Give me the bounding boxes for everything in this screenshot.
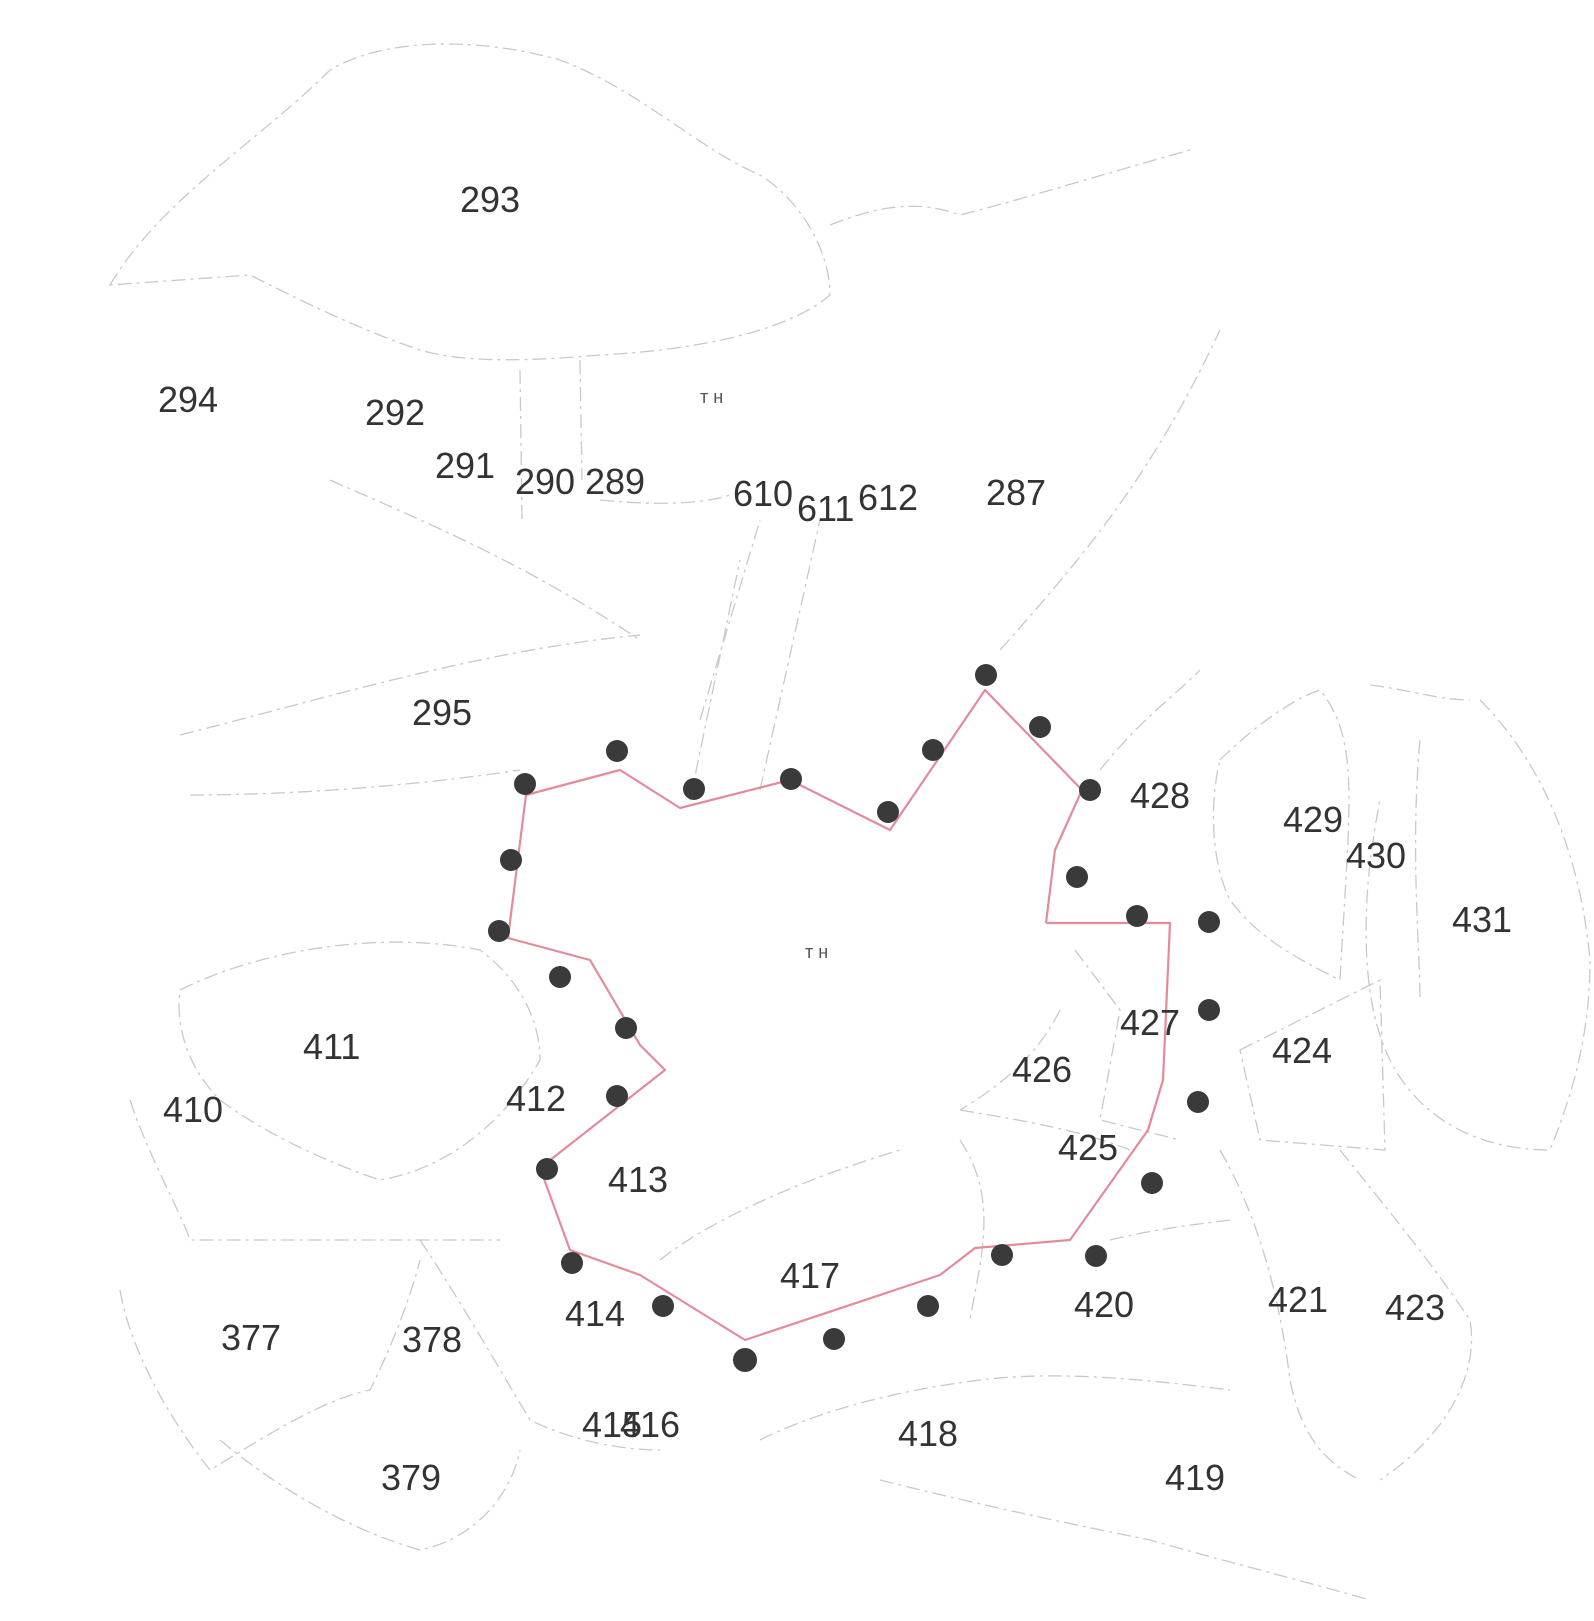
- parcel-line-290: [519, 359, 583, 521]
- parcel-labels: 293 294 292 291 290 289 610 611 612 287 …: [158, 179, 1512, 1498]
- parcel-label-431[interactable]: 431: [1452, 899, 1512, 940]
- vertex[interactable]: [652, 1295, 674, 1317]
- parcel-label-378[interactable]: 378: [402, 1319, 462, 1360]
- parcel-label-417[interactable]: 417: [780, 1255, 840, 1296]
- vertex[interactable]: [877, 801, 899, 823]
- vertex[interactable]: [536, 1158, 558, 1180]
- parcel-label-293[interactable]: 293: [460, 179, 520, 220]
- parcel-line-417: [659, 1139, 985, 1321]
- parcel-line-420: [1109, 1219, 1231, 1241]
- parcel-line-377: [119, 1259, 421, 1471]
- parcel-label-428[interactable]: 428: [1130, 775, 1190, 816]
- parcel-label-420[interactable]: 420: [1074, 1284, 1134, 1325]
- parcel-line-418: [759, 1375, 1231, 1441]
- vertex[interactable]: [1198, 911, 1220, 933]
- parcel-line-421: [1219, 1149, 1361, 1481]
- parcel-label-412[interactable]: 412: [506, 1078, 566, 1119]
- vertex[interactable]: [1198, 999, 1220, 1021]
- vertex[interactable]: [561, 1252, 583, 1274]
- parcel-410-outline: [129, 1099, 500, 1241]
- parcel-line-378: [419, 1239, 661, 1451]
- survey-markers: т н т н: [700, 387, 828, 962]
- parcel-label-610[interactable]: 610: [733, 473, 793, 514]
- vertex[interactable]: [780, 768, 802, 790]
- parcel-label-611[interactable]: 611: [797, 488, 854, 529]
- parcel-line-292: [329, 479, 641, 641]
- vertex[interactable]: [488, 920, 510, 942]
- parcel-label-294[interactable]: 294: [158, 379, 218, 420]
- parcel-line-419: [879, 1479, 1371, 1601]
- parcel-label-419[interactable]: 419: [1165, 1457, 1225, 1498]
- parcel-label-410[interactable]: 410: [163, 1089, 223, 1130]
- parcel-line-428: [1099, 669, 1201, 771]
- parcel-line-289: [599, 494, 731, 504]
- parcel-label-289[interactable]: 289: [585, 461, 645, 502]
- parcel-427-outline: [1074, 949, 1181, 1141]
- parcel-293-outline: [108, 43, 831, 361]
- vertex[interactable]: [1029, 716, 1051, 738]
- vertex[interactable]: [823, 1328, 845, 1350]
- parcel-line-610: [689, 519, 821, 801]
- parcel-label-418[interactable]: 418: [898, 1413, 958, 1454]
- parcel-label-290[interactable]: 290: [515, 461, 575, 502]
- vertex[interactable]: [1066, 866, 1088, 888]
- vertex[interactable]: [606, 1085, 628, 1107]
- parcel-label-414[interactable]: 414: [565, 1293, 625, 1334]
- vertex[interactable]: [917, 1295, 939, 1317]
- selected-parcel-boundary[interactable]: [506, 688, 1172, 1342]
- parcel-label-413[interactable]: 413: [608, 1159, 668, 1200]
- vertex[interactable]: [922, 739, 944, 761]
- parcel-label-426[interactable]: 426: [1012, 1049, 1072, 1090]
- parcel-boundaries: [108, 43, 1591, 1601]
- vertex[interactable]: [733, 1348, 757, 1372]
- parcel-label-612[interactable]: 612: [858, 477, 918, 518]
- vertex[interactable]: [1079, 779, 1101, 801]
- parcel-line-top-right: [829, 149, 1191, 226]
- parcel-label-429[interactable]: 429: [1283, 799, 1343, 840]
- parcel-label-287[interactable]: 287: [986, 472, 1046, 513]
- parcel-line-295: [179, 634, 641, 796]
- parcel-411-outline: [178, 941, 541, 1181]
- parcel-424-outline: [1239, 978, 1386, 1151]
- vertex[interactable]: [549, 966, 571, 988]
- vertex[interactable]: [683, 778, 705, 800]
- vertex[interactable]: [606, 740, 628, 762]
- parcel-line-423: [1339, 1149, 1473, 1481]
- survey-marker-top: т н: [700, 387, 723, 407]
- parcel-label-416[interactable]: 416: [620, 1404, 680, 1445]
- parcel-label-291[interactable]: 291: [435, 445, 495, 486]
- parcel-label-421[interactable]: 421: [1268, 1279, 1328, 1320]
- vertex[interactable]: [1187, 1091, 1209, 1113]
- parcel-line-379: [219, 1439, 521, 1551]
- parcel-426-outline: [959, 1009, 1131, 1151]
- vertex[interactable]: [1126, 905, 1148, 927]
- survey-marker-center: т н: [805, 942, 828, 962]
- vertex[interactable]: [1141, 1172, 1163, 1194]
- parcel-label-377[interactable]: 377: [221, 1317, 281, 1358]
- parcel-label-411[interactable]: 411: [303, 1026, 360, 1067]
- parcel-line-287: [999, 329, 1221, 651]
- vertex[interactable]: [514, 773, 536, 795]
- vertex[interactable]: [975, 664, 997, 686]
- parcel-label-425[interactable]: 425: [1058, 1127, 1118, 1168]
- vertex[interactable]: [500, 849, 522, 871]
- parcel-label-424[interactable]: 424: [1272, 1030, 1332, 1071]
- parcel-label-295[interactable]: 295: [412, 692, 472, 733]
- parcel-label-379[interactable]: 379: [381, 1457, 441, 1498]
- boundary-vertices: [488, 664, 1220, 1372]
- parcel-label-292[interactable]: 292: [365, 392, 425, 433]
- vertex[interactable]: [615, 1017, 637, 1039]
- parcel-label-430[interactable]: 430: [1346, 835, 1406, 876]
- parcel-431-outline: [1365, 699, 1591, 1151]
- vertex[interactable]: [1085, 1245, 1107, 1267]
- vertex[interactable]: [991, 1244, 1013, 1266]
- parcel-label-427[interactable]: 427: [1120, 1002, 1180, 1043]
- parcel-429-outline: [1212, 689, 1350, 982]
- parcel-430-outline: [1369, 684, 1471, 1001]
- parcel-label-415[interactable]: 415: [582, 1404, 642, 1445]
- parcel-label-423[interactable]: 423: [1385, 1287, 1445, 1328]
